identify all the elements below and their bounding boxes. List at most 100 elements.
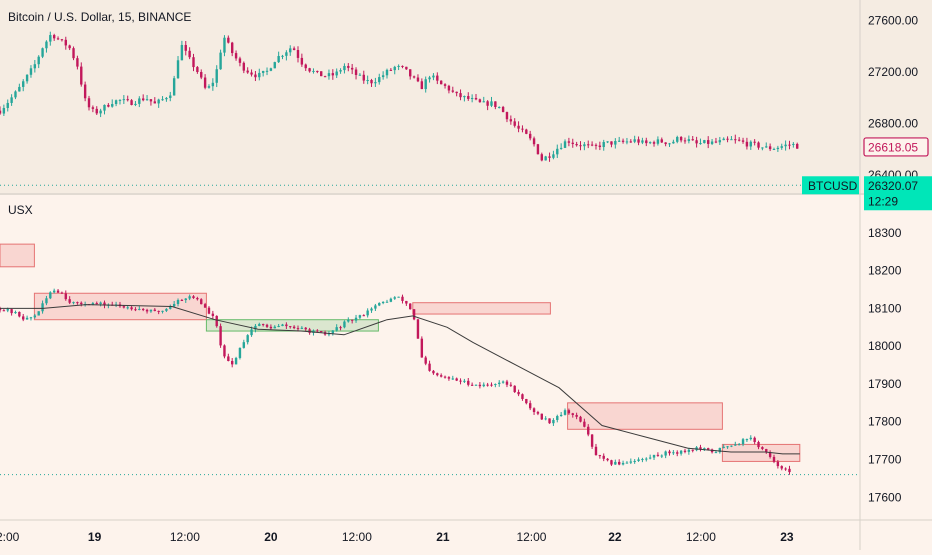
btc-candle[interactable]	[327, 69, 331, 80]
btc-candle[interactable]	[695, 136, 698, 148]
btc-candle[interactable]	[118, 99, 122, 105]
usx-candle[interactable]	[184, 298, 187, 303]
btc-candle[interactable]	[726, 136, 729, 143]
usx-candle[interactable]	[494, 383, 497, 388]
usx-candle[interactable]	[730, 445, 733, 448]
usx-candle[interactable]	[165, 308, 168, 313]
usx-candle[interactable]	[652, 454, 656, 460]
btc-candle[interactable]	[258, 68, 261, 81]
btc-candle[interactable]	[374, 77, 377, 87]
btc-candle[interactable]	[470, 94, 474, 103]
usx-candle[interactable]	[691, 449, 694, 453]
btc-candle[interactable]	[668, 142, 671, 147]
btc-candle[interactable]	[552, 150, 555, 160]
usx-candle[interactable]	[436, 372, 439, 377]
usx-candle[interactable]	[563, 408, 567, 416]
btc-candle[interactable]	[618, 136, 621, 142]
usx-candle[interactable]	[772, 454, 776, 464]
btc-candle[interactable]	[660, 137, 663, 143]
btc-candle[interactable]	[691, 135, 694, 141]
usx-candle[interactable]	[788, 465, 791, 475]
btc-candle[interactable]	[730, 136, 733, 141]
btc-candle[interactable]	[76, 55, 79, 70]
usx-candle[interactable]	[490, 382, 493, 387]
btc-candle[interactable]	[49, 31, 52, 46]
btc-candle[interactable]	[587, 140, 590, 149]
btc-candle[interactable]	[145, 95, 149, 101]
usx-candle[interactable]	[350, 319, 354, 324]
btc-candle[interactable]	[91, 105, 95, 113]
usx-candle[interactable]	[389, 297, 393, 303]
usx-candle[interactable]	[470, 382, 474, 387]
btc-candle[interactable]	[277, 51, 280, 63]
btc-candle[interactable]	[378, 73, 381, 85]
usx-candle[interactable]	[273, 325, 276, 329]
btc-candle[interactable]	[95, 106, 98, 116]
btc-candle[interactable]	[165, 97, 168, 102]
usx-candle[interactable]	[532, 407, 536, 415]
btc-candle[interactable]	[788, 140, 791, 150]
usx-candle[interactable]	[370, 307, 373, 313]
usx-candle[interactable]	[768, 450, 772, 459]
usx-candle[interactable]	[242, 339, 246, 349]
btc-candle[interactable]	[420, 78, 424, 90]
btc-candle[interactable]	[583, 141, 586, 151]
btc-candle[interactable]	[6, 99, 9, 112]
btc-candle[interactable]	[621, 138, 625, 144]
usx-candle[interactable]	[498, 380, 501, 387]
btc-candle[interactable]	[114, 99, 118, 107]
btc-candle[interactable]	[285, 50, 288, 61]
usx-candle[interactable]	[548, 418, 551, 424]
usx-candle[interactable]	[571, 412, 574, 418]
btc-candle[interactable]	[590, 141, 594, 147]
btc-candle[interactable]	[494, 101, 497, 110]
btc-candle[interactable]	[699, 138, 702, 145]
usx-candle[interactable]	[347, 317, 350, 323]
usx-candle[interactable]	[459, 378, 462, 385]
btc-candle[interactable]	[741, 137, 745, 144]
btc-candle[interactable]	[544, 155, 547, 161]
btc-candle[interactable]	[107, 103, 110, 108]
usx-candle[interactable]	[633, 459, 636, 464]
usx-candle[interactable]	[621, 460, 625, 466]
usx-candle[interactable]	[590, 434, 594, 449]
usx-candle[interactable]	[33, 314, 37, 319]
btc-candle[interactable]	[320, 71, 323, 77]
usx-candle[interactable]	[629, 458, 633, 465]
usx-candle[interactable]	[401, 294, 404, 304]
btc-candle[interactable]	[381, 71, 385, 80]
btc-candle[interactable]	[455, 91, 458, 97]
usx-candle[interactable]	[463, 378, 466, 384]
btc-candle[interactable]	[714, 137, 718, 144]
usx-candle[interactable]	[281, 323, 284, 327]
usx-candle[interactable]	[99, 301, 102, 307]
btc-candle[interactable]	[498, 106, 501, 109]
btc-candle[interactable]	[343, 63, 346, 74]
usx-candle[interactable]	[29, 316, 33, 321]
usx-candle[interactable]	[304, 326, 307, 332]
usx-candle[interactable]	[211, 310, 215, 319]
btc-candle[interactable]	[362, 70, 365, 84]
btc-candle[interactable]	[614, 138, 617, 149]
usx-candle[interactable]	[741, 437, 745, 447]
btc-candle[interactable]	[370, 78, 373, 87]
usx-candle[interactable]	[614, 459, 617, 465]
usx-candle[interactable]	[285, 322, 288, 330]
usx-candle[interactable]	[679, 450, 683, 456]
usx-candle[interactable]	[618, 459, 621, 466]
btc-candle[interactable]	[153, 97, 156, 104]
usx-candle[interactable]	[610, 459, 613, 466]
btc-candle[interactable]	[269, 67, 273, 72]
btc-candle[interactable]	[22, 79, 25, 92]
btc-candle[interactable]	[571, 138, 574, 148]
btc-candle[interactable]	[598, 141, 602, 151]
btc-candle[interactable]	[737, 137, 741, 142]
usx-candle[interactable]	[525, 398, 528, 405]
btc-candle[interactable]	[409, 69, 412, 80]
usx-candle[interactable]	[761, 446, 764, 451]
btc-candle[interactable]	[331, 69, 335, 80]
btc-candle[interactable]	[103, 104, 106, 115]
btc-candle[interactable]	[579, 141, 582, 151]
btc-candle[interactable]	[2, 104, 6, 117]
